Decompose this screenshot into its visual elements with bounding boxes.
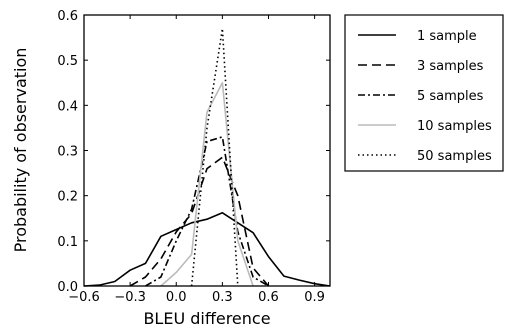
x-tick-label: 0.9 bbox=[304, 290, 325, 305]
x-tick-label: 0.0 bbox=[166, 290, 187, 305]
y-axis-label: Probability of observation bbox=[11, 48, 30, 253]
series-line-3 bbox=[145, 136, 269, 287]
series-line-2 bbox=[129, 156, 270, 287]
plot-frame bbox=[83, 14, 331, 287]
series-line-4 bbox=[160, 82, 254, 287]
series-line-5 bbox=[190, 27, 239, 287]
y-tick-label: 0.0 bbox=[57, 280, 78, 295]
x-axis-label: BLEU difference bbox=[143, 309, 270, 328]
y-tick-label: 0.4 bbox=[57, 99, 78, 114]
y-tick-label: 0.3 bbox=[57, 145, 78, 160]
series-line-1 bbox=[83, 212, 331, 287]
legend-label-5: 50 samples bbox=[417, 149, 492, 164]
x-tick-label: −0.3 bbox=[114, 290, 146, 305]
legend-label-2: 3 samples bbox=[417, 59, 484, 74]
legend-label-3: 5 samples bbox=[417, 89, 484, 104]
legend-label-4: 10 samples bbox=[417, 119, 492, 134]
legend-frame bbox=[344, 14, 504, 172]
y-tick-label: 0.2 bbox=[57, 190, 78, 205]
y-tick-label: 0.1 bbox=[57, 235, 78, 250]
legend-label-1: 1 sample bbox=[417, 29, 477, 44]
x-tick-label: −0.6 bbox=[68, 290, 100, 305]
legend: 1 sample 3 samples 5 samples 10 samples 50 s… bbox=[344, 14, 504, 172]
series-layer bbox=[83, 27, 331, 287]
y-tick-label: 0.6 bbox=[57, 9, 78, 24]
x-tick-label: 0.6 bbox=[258, 290, 279, 305]
x-tick-label: 0.3 bbox=[212, 290, 233, 305]
ticks-layer: −0.6 −0.3 0.0 0.3 0.6 0.9 0.0 0.1 0.2 0.3 0.4 0.5 0.… bbox=[57, 9, 330, 305]
y-tick-label: 0.5 bbox=[57, 54, 78, 69]
